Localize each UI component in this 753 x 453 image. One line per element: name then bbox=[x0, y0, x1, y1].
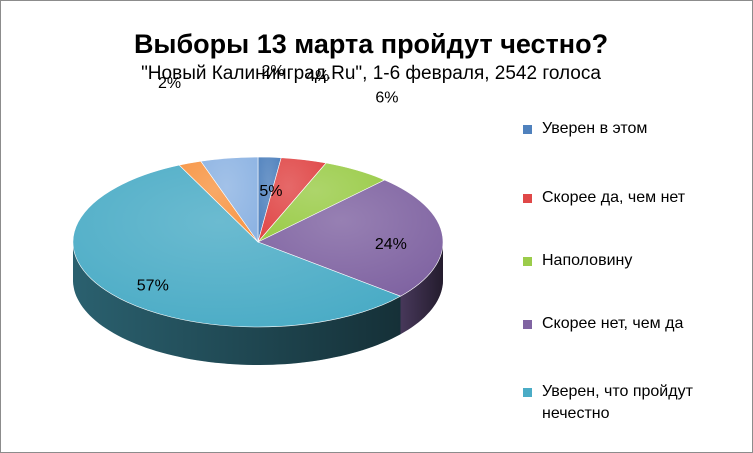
data-label: 57% bbox=[137, 278, 169, 295]
legend-swatch bbox=[523, 388, 532, 397]
pie-slice-highlight bbox=[200, 157, 258, 242]
legend-label: Скорее нет, чем да bbox=[542, 315, 684, 332]
data-label: 2% bbox=[158, 75, 181, 92]
data-label: 24% bbox=[375, 236, 407, 253]
pie-slice-highlight bbox=[72, 165, 401, 328]
data-label: 5% bbox=[259, 183, 282, 200]
pie-slice-side-shade bbox=[73, 243, 401, 365]
data-label: 4% bbox=[306, 68, 329, 85]
chart-title: Выборы 13 марта пройдут честно? bbox=[133, 29, 609, 59]
legend-swatch bbox=[523, 125, 532, 134]
legend-swatch bbox=[523, 194, 532, 203]
pie-slice-highlight bbox=[258, 157, 327, 242]
chart-subtitle: "Новый Калининград.Ru", 1-6 февраля, 254… bbox=[141, 63, 601, 84]
legend-label: Скорее да, чем нет bbox=[542, 189, 686, 206]
legend-swatch bbox=[523, 320, 532, 329]
legend-swatch bbox=[523, 257, 532, 266]
legend-label: Уверен в этом bbox=[542, 120, 648, 137]
pie-slice-highlight bbox=[258, 180, 444, 297]
data-label: 2% bbox=[262, 63, 285, 80]
legend-label: Наполовину bbox=[542, 252, 633, 269]
data-label: 6% bbox=[375, 89, 398, 106]
pie-slice-highlight bbox=[179, 161, 258, 242]
pie-slice-side-shade bbox=[400, 242, 443, 335]
pie-slice-highlight bbox=[258, 163, 385, 242]
legend-label: Уверен, что пройдут нечестно bbox=[542, 383, 693, 422]
